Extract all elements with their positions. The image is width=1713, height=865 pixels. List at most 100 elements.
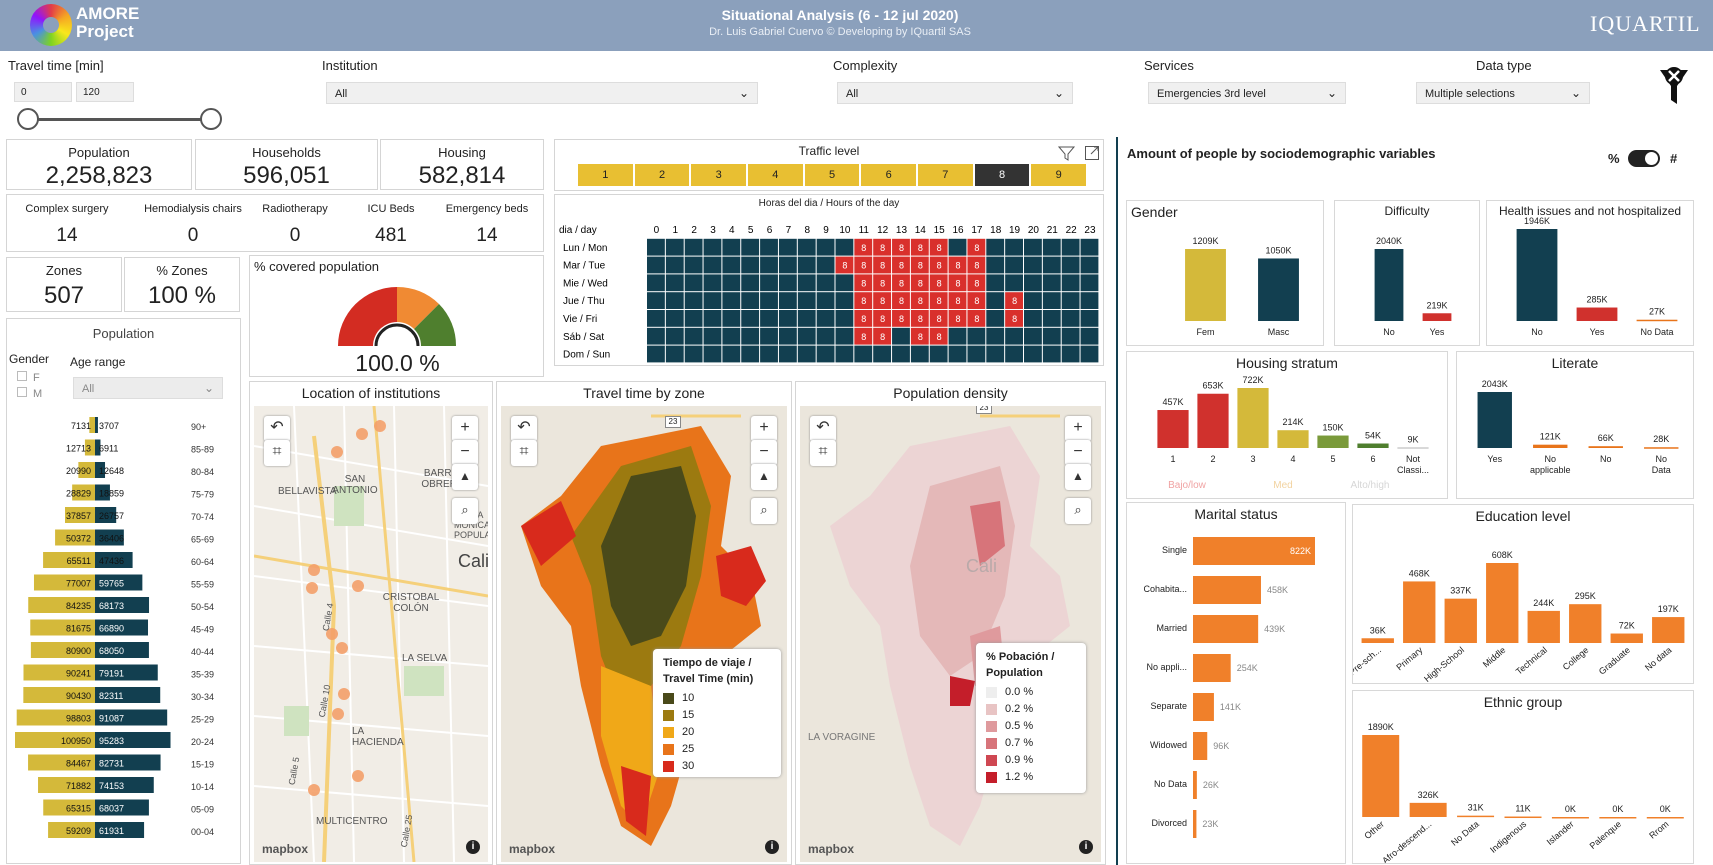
institutions-map[interactable]: BARRIO OBRERO SAN ANTONIO BELLAVISTA SAN…: [254, 406, 488, 862]
heatmap-cell[interactable]: [967, 292, 986, 309]
bar[interactable]: [1644, 447, 1679, 449]
heatmap-cell[interactable]: [665, 274, 684, 292]
heatmap-cell[interactable]: [967, 327, 986, 345]
heatmap-cell[interactable]: [816, 345, 835, 363]
bar[interactable]: [1533, 444, 1568, 448]
pyramid-bar-m[interactable]: [95, 709, 168, 726]
bar[interactable]: [1599, 817, 1637, 819]
heatmap-cell[interactable]: [647, 327, 665, 345]
heatmap-cell[interactable]: [873, 274, 892, 292]
heatmap-cell[interactable]: [1005, 238, 1023, 256]
bar[interactable]: [1362, 735, 1400, 817]
heatmap-cell[interactable]: [835, 292, 854, 309]
heatmap-cell[interactable]: [892, 274, 910, 292]
heatmap-cell[interactable]: [910, 310, 929, 327]
travel-time-slider-track[interactable]: [28, 118, 210, 121]
pyramid-bar-m[interactable]: [95, 642, 149, 658]
gender-option-m[interactable]: M: [17, 387, 42, 400]
pyramid-bar-m[interactable]: [95, 777, 154, 793]
heatmap-cell[interactable]: [797, 292, 816, 309]
heatmap-cell[interactable]: [835, 256, 854, 274]
pyramid-bar-m[interactable]: [95, 687, 161, 703]
heatmap-cell[interactable]: [910, 274, 929, 292]
zoom-in-icon[interactable]: +: [452, 416, 478, 442]
pyramid-bar-f[interactable]: [23, 664, 95, 681]
heatmap-cell[interactable]: [760, 238, 778, 256]
heatmap-cell[interactable]: [873, 327, 892, 345]
pyramid-bar-f[interactable]: [38, 777, 95, 793]
bar[interactable]: [1193, 576, 1261, 604]
heatmap-cell[interactable]: [910, 345, 929, 363]
heatmap-cell[interactable]: [1005, 310, 1023, 327]
travel-time-slider-min-handle[interactable]: [17, 108, 39, 130]
pyramid-bar-m[interactable]: [95, 507, 117, 523]
pyramid-bar-f[interactable]: [15, 732, 95, 748]
pyramid-bar-m[interactable]: [95, 417, 98, 433]
heatmap-cell[interactable]: [892, 238, 910, 256]
heatmap-cell[interactable]: [986, 274, 1005, 292]
heatmap-cell[interactable]: [647, 345, 665, 363]
pyramid-bar-f[interactable]: [43, 799, 95, 816]
bar[interactable]: [1193, 732, 1208, 760]
heatmap-cell[interactable]: [797, 327, 816, 345]
heatmap-cell[interactable]: [929, 327, 948, 345]
heatmap-cell[interactable]: [948, 292, 967, 309]
pyramid-bar-m[interactable]: [95, 439, 101, 456]
bar[interactable]: [1457, 815, 1495, 818]
traffic-level-button[interactable]: 4: [748, 164, 803, 186]
heatmap-cell[interactable]: [741, 274, 760, 292]
pyramid-bar-m[interactable]: [95, 552, 133, 568]
bar[interactable]: [1185, 249, 1226, 321]
pyramid-bar-f[interactable]: [48, 822, 95, 838]
pyramid-bar-f[interactable]: [30, 642, 95, 658]
heatmap-cell[interactable]: [703, 327, 722, 345]
traffic-level-button[interactable]: 6: [861, 164, 917, 186]
heatmap-cell[interactable]: [1080, 327, 1099, 345]
heatmap-cell[interactable]: [1042, 256, 1061, 274]
heatmap-cell[interactable]: [854, 327, 873, 345]
pyramid-bar-f[interactable]: [89, 417, 95, 433]
heatmap-cell[interactable]: [1005, 345, 1023, 363]
heatmap-cell[interactable]: [778, 310, 797, 327]
heatmap-cell[interactable]: [986, 256, 1005, 274]
bar[interactable]: [1374, 249, 1404, 321]
bar[interactable]: [1193, 810, 1197, 838]
reset-view-icon[interactable]: ↶: [511, 416, 537, 442]
heatmap-cell[interactable]: [986, 327, 1005, 345]
heatmap-cell[interactable]: [910, 256, 929, 274]
heatmap-cell[interactable]: [929, 238, 948, 256]
heatmap-cell[interactable]: [929, 310, 948, 327]
bar[interactable]: [1157, 410, 1189, 448]
heatmap-cell[interactable]: [1024, 327, 1042, 345]
heatmap-cell[interactable]: [1042, 292, 1061, 309]
bar[interactable]: [1237, 388, 1269, 448]
heatmap-cell[interactable]: [665, 327, 684, 345]
heatmap-cell[interactable]: [873, 310, 892, 327]
heatmap-cell[interactable]: [1080, 238, 1099, 256]
heatmap-cell[interactable]: [684, 274, 703, 292]
pyramid-bar-f[interactable]: [64, 507, 95, 523]
bar[interactable]: [1403, 581, 1436, 643]
traffic-level-button[interactable]: 9: [1031, 164, 1087, 186]
bar[interactable]: [1317, 435, 1349, 448]
pyramid-bar-f[interactable]: [28, 754, 95, 771]
select-area-icon[interactable]: ⌗: [810, 440, 836, 466]
population-density-map[interactable]: 23 Cali LA VORAGINE % Pobación / Populat…: [800, 406, 1101, 862]
heatmap-cell[interactable]: [778, 238, 797, 256]
heatmap-cell[interactable]: [1042, 310, 1061, 327]
info-icon[interactable]: i: [765, 840, 779, 854]
heatmap-cell[interactable]: [665, 310, 684, 327]
bar[interactable]: [1636, 319, 1678, 322]
heatmap-cell[interactable]: [1005, 256, 1023, 274]
heatmap-cell[interactable]: [703, 310, 722, 327]
heatmap-cell[interactable]: [948, 256, 967, 274]
heatmap-cell[interactable]: [1005, 292, 1023, 309]
bar[interactable]: [1193, 615, 1259, 643]
heatmap-cell[interactable]: [665, 256, 684, 274]
heatmap-cell[interactable]: [647, 238, 665, 256]
heatmap-cell[interactable]: [760, 256, 778, 274]
heatmap-cell[interactable]: [816, 274, 835, 292]
services-select[interactable]: Emergencies 3rd level ⌄: [1148, 82, 1346, 104]
heatmap-cell[interactable]: [892, 256, 910, 274]
pyramid-bar-m[interactable]: [95, 597, 150, 613]
